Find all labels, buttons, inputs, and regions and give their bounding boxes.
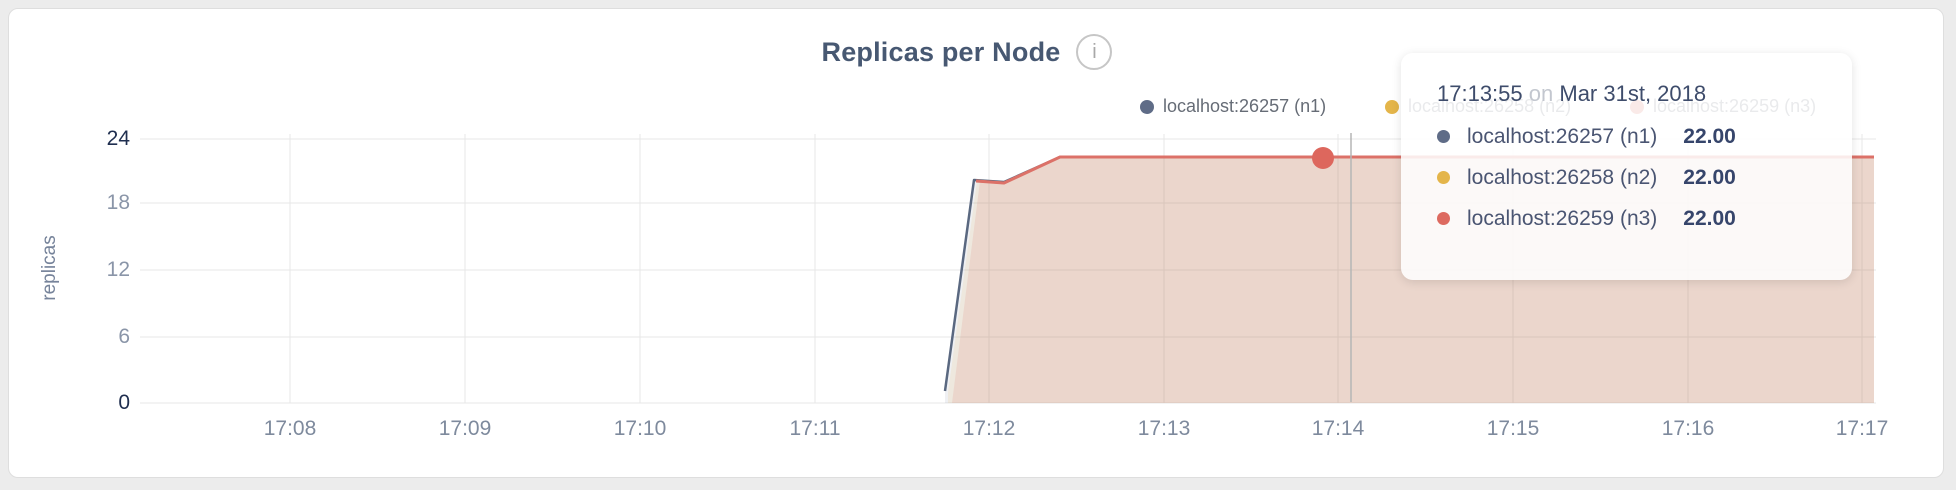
x-tick-1711: 17:11: [789, 417, 841, 440]
tooltip-dot-n2: [1437, 171, 1450, 184]
x-tick-1710: 17:10: [613, 417, 667, 440]
legend-label-n1: localhost:26257 (n1): [1163, 96, 1327, 116]
hover-tooltip: 17:13:55 on Mar 31st, 2018 localhost:262…: [1401, 53, 1852, 280]
y-tick-18: 18: [106, 191, 130, 214]
tooltip-value-n3: 22.00: [1683, 206, 1736, 230]
tooltip-row-n2: localhost:26258 (n2) 22.00: [1437, 157, 1826, 198]
tooltip-date: Mar 31st, 2018: [1559, 81, 1707, 106]
x-tick-1712: 17:12: [962, 417, 1016, 440]
info-icon-glyph: i: [1092, 41, 1097, 63]
tooltip-time: 17:13:55: [1437, 81, 1523, 106]
legend-dot-n2: [1385, 99, 1399, 114]
tooltip-name-n3: localhost:26259 (n3): [1467, 206, 1658, 230]
hover-point-dot: [1312, 147, 1334, 169]
x-tick-1713: 17:13: [1137, 417, 1191, 440]
y-tick-24: 24: [106, 127, 130, 150]
tooltip-header: 17:13:55 on Mar 31st, 2018: [1437, 81, 1826, 107]
chart-title: Replicas per Node: [821, 36, 1061, 67]
x-tick-1715: 17:15: [1486, 417, 1540, 440]
legend-dot-n1: [1140, 99, 1154, 114]
x-tick-1717: 17:17: [1835, 417, 1889, 440]
tooltip-dot-n1: [1437, 130, 1450, 143]
tooltip-value-n1: 22.00: [1683, 124, 1736, 148]
tooltip-name-n1: localhost:26257 (n1): [1467, 124, 1658, 148]
tooltip-dot-n3: [1437, 212, 1450, 225]
tooltip-row-n3: localhost:26259 (n3) 22.00: [1437, 198, 1826, 239]
legend-item-n1[interactable]: localhost:26257 (n1): [1140, 96, 1326, 117]
tooltip-row-n1: localhost:26257 (n1) 22.00: [1437, 116, 1826, 157]
y-tick-6: 6: [118, 325, 130, 348]
x-tick-1714: 17:14: [1311, 417, 1365, 440]
y-tick-0: 0: [118, 391, 130, 414]
tooltip-value-n2: 22.00: [1683, 165, 1736, 189]
info-icon[interactable]: i: [1076, 34, 1113, 70]
y-tick-12: 12: [106, 258, 130, 281]
tooltip-name-n2: localhost:26258 (n2): [1467, 165, 1658, 189]
chart-header: Replicas per Node i: [0, 30, 1934, 74]
x-tick-1716: 17:16: [1661, 417, 1715, 440]
x-tick-1708: 17:08: [263, 417, 317, 440]
tooltip-conjunction: on: [1528, 81, 1554, 106]
x-tick-1709: 17:09: [438, 417, 492, 440]
